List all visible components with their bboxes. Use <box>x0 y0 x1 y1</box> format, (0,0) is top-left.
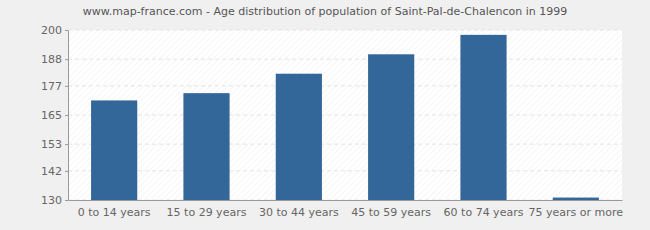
bar <box>553 198 599 200</box>
y-tick: 130 <box>41 194 68 207</box>
y-tick-mark <box>65 30 68 31</box>
grid-line <box>68 144 622 145</box>
y-tick-mark <box>65 59 68 60</box>
bar <box>183 93 229 200</box>
y-tick-label: 142 <box>41 165 62 178</box>
bar <box>368 54 414 200</box>
x-axis-line <box>69 200 623 201</box>
plot: 130 142 153 165 177 188 200 0 to 14 years 15 to … <box>41 24 623 219</box>
x-tick-label: 45 to 59 years <box>351 206 431 219</box>
y-axis: 130 142 153 165 177 188 200 <box>41 24 69 207</box>
x-tick: 60 to 74 years <box>444 200 524 219</box>
y-axis-line <box>68 31 69 201</box>
bar <box>91 100 137 200</box>
x-tick-label: 0 to 14 years <box>78 206 151 219</box>
y-tick-mark <box>65 171 68 172</box>
grid <box>68 30 622 200</box>
x-tick: 0 to 14 years <box>78 200 151 219</box>
x-tick-label: 30 to 44 years <box>259 206 339 219</box>
y-tick-label: 177 <box>41 80 62 93</box>
x-tick: 45 to 59 years <box>351 200 431 219</box>
y-tick: 177 <box>41 80 68 93</box>
x-axis: 0 to 14 years 15 to 29 years 30 to 44 year… <box>69 200 624 219</box>
bar <box>460 35 506 200</box>
y-tick: 188 <box>41 53 68 66</box>
plot-background <box>68 30 622 200</box>
y-tick-label: 130 <box>41 194 62 207</box>
x-tick: 15 to 29 years <box>167 200 247 219</box>
grid-line <box>68 30 622 31</box>
y-tick: 142 <box>41 165 68 178</box>
x-tick-label: 60 to 74 years <box>444 206 524 219</box>
x-tick: 75 years or more <box>529 200 624 219</box>
background <box>0 0 650 230</box>
grid-line <box>68 200 622 201</box>
grid-line <box>68 170 622 171</box>
y-tick-label: 200 <box>41 24 62 37</box>
y-tick: 200 <box>41 24 68 37</box>
y-tick: 165 <box>41 109 68 122</box>
x-tick-label: 15 to 29 years <box>167 206 247 219</box>
x-tick-label: 75 years or more <box>529 206 624 219</box>
chart: www.map-france.com - Age distribution of… <box>0 0 650 230</box>
bar <box>276 74 322 200</box>
x-tick: 30 to 44 years <box>259 200 339 219</box>
y-tick-mark <box>65 115 68 116</box>
y-tick-label: 165 <box>41 109 62 122</box>
y-tick-label: 188 <box>41 53 62 66</box>
bars <box>91 35 599 200</box>
y-tick-mark <box>65 200 68 201</box>
y-tick-label: 153 <box>41 138 62 151</box>
y-tick-mark <box>65 144 68 145</box>
grid-line <box>68 59 622 60</box>
y-tick-mark <box>65 86 68 87</box>
title: www.map-france.com - Age distribution of… <box>83 5 568 18</box>
y-tick: 153 <box>41 138 68 151</box>
grid-line <box>68 115 622 116</box>
grid-line <box>68 85 622 86</box>
